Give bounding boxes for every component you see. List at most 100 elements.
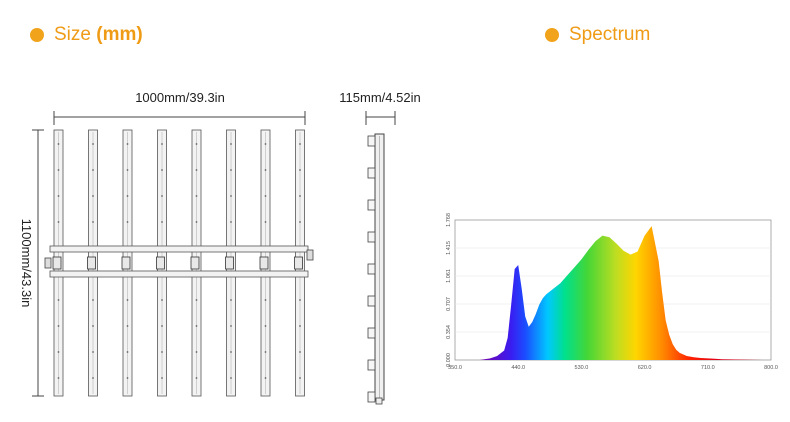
x-tick-label: 440.0 [511, 365, 525, 371]
led-dot [195, 221, 198, 223]
led-dot [230, 143, 232, 145]
led-dot [92, 169, 94, 171]
bar-clip [156, 256, 165, 270]
led-dot [299, 325, 301, 327]
led-dot [126, 351, 129, 353]
led-dot [92, 377, 94, 379]
side-bracket [367, 263, 376, 275]
led-dot [264, 143, 267, 145]
spectrum-heading-label: Spectrum [569, 24, 651, 45]
led-dot [161, 195, 163, 197]
bar-clip [121, 256, 131, 270]
led-dot [161, 169, 163, 171]
led-dot [264, 195, 267, 197]
x-tick-labels: 350.0 440.0 530.0 620.0 710.0 800.0 [448, 365, 778, 371]
y-tick-labels: 0.000 0.354 0.707 1.061 1.415 1.768 [446, 213, 452, 367]
y-tick-label: 1.061 [446, 269, 452, 283]
bar-clip [225, 256, 234, 270]
y-tick-label: 0.707 [446, 297, 452, 311]
led-dot [195, 377, 198, 379]
led-dot [195, 325, 198, 327]
bar-clip [294, 256, 303, 270]
crossbar-bottom [49, 270, 309, 278]
led-dot [230, 325, 232, 327]
driver-box-right [306, 249, 314, 261]
led-dot [92, 351, 94, 353]
width-dimension-label: 1000mm/39.3in [135, 90, 225, 105]
side-bracket [367, 359, 376, 371]
bullet-dot-icon [545, 28, 559, 42]
x-tick-label: 620.0 [638, 365, 652, 371]
led-dot [92, 299, 94, 301]
x-tick-label: 350.0 [448, 365, 462, 371]
led-dot [161, 221, 163, 223]
y-tick-label: 1.768 [446, 213, 452, 227]
led-dot [264, 299, 267, 301]
led-dot [57, 195, 60, 197]
side-bracket [367, 327, 376, 339]
bar-clip [52, 256, 62, 270]
side-bracket [367, 167, 376, 179]
led-dot [161, 325, 163, 327]
led-dot [126, 169, 129, 171]
fixture-front-view-diagram: 1000mm/39.3in 1100mm/43.3in [19, 90, 314, 397]
led-dot [57, 143, 60, 145]
size-heading: Size (mm) [30, 24, 143, 46]
bar-clip [190, 256, 200, 270]
x-tick-label: 710.0 [701, 365, 715, 371]
side-brackets [367, 135, 383, 405]
led-dot [299, 143, 301, 145]
depth-dimension-label: 115mm/4.52in [339, 90, 420, 105]
side-bracket [367, 391, 376, 403]
led-dot [230, 221, 232, 223]
height-dimension-label: 1100mm/43.3in [19, 219, 34, 308]
spectrum-chart: 0.000 0.354 0.707 1.061 1.415 1.768 350.0 440.… [446, 213, 778, 371]
led-dot [161, 351, 163, 353]
led-dot [264, 221, 267, 223]
led-dot [126, 195, 129, 197]
led-dot [299, 195, 301, 197]
led-dot [92, 325, 94, 327]
led-dot [57, 351, 60, 353]
led-dot [299, 221, 301, 223]
x-tick-label: 800.0 [764, 365, 778, 371]
led-dot [195, 143, 198, 145]
led-dot [161, 143, 163, 145]
led-dot [92, 143, 94, 145]
bar-clip [87, 256, 96, 270]
bar-clip [259, 256, 269, 270]
led-dot [195, 169, 198, 171]
led-dot [161, 377, 163, 379]
spectrum-area-series [479, 226, 764, 360]
led-dot [230, 377, 232, 379]
x-tick-label: 530.0 [575, 365, 589, 371]
size-heading-label: Size [54, 24, 97, 45]
led-dot [57, 299, 60, 301]
led-dot [230, 299, 232, 301]
led-dot [230, 169, 232, 171]
led-dot [126, 221, 129, 223]
bar-clips [52, 256, 303, 270]
led-dot [126, 143, 129, 145]
led-dot [126, 377, 129, 379]
led-dot [299, 377, 301, 379]
led-dot [57, 325, 60, 327]
led-dot [195, 195, 198, 197]
driver-box-left [44, 257, 52, 269]
led-dot [57, 221, 60, 223]
crossbar-top [49, 245, 309, 253]
size-heading-unit: (mm) [96, 24, 143, 45]
led-dot [230, 351, 232, 353]
led-dot [264, 325, 267, 327]
side-bracket [367, 295, 376, 307]
led-dot [299, 299, 301, 301]
led-dot [230, 195, 232, 197]
fixture-side-view-diagram: 115mm/4.52in [339, 90, 421, 405]
spectrum-heading: Spectrum [545, 24, 650, 46]
led-dot [264, 351, 267, 353]
led-dot [299, 351, 301, 353]
led-dot [92, 195, 94, 197]
y-tick-label: 0.354 [446, 325, 452, 339]
side-bracket [367, 199, 376, 211]
led-dot [264, 377, 267, 379]
